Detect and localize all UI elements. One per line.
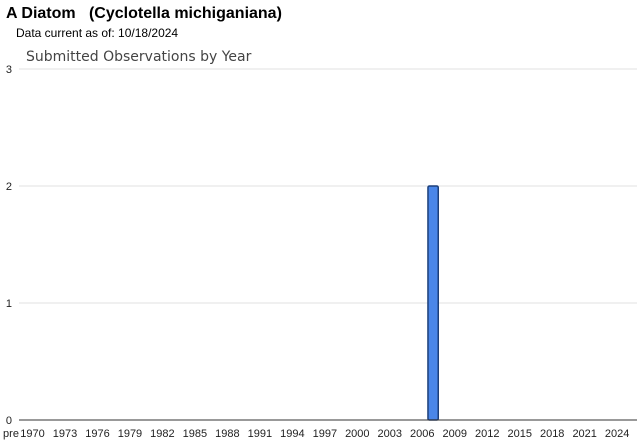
- x-tick-label: 2000: [345, 428, 369, 440]
- chart-title: Submitted Observations by Year: [26, 49, 252, 65]
- x-tick-label: 2006: [410, 428, 434, 440]
- x-tick-label: 1982: [150, 428, 174, 440]
- x-tick-label: 1985: [183, 428, 207, 440]
- x-tick-label: 2003: [378, 428, 402, 440]
- x-tick-label: 2009: [443, 428, 467, 440]
- y-axis-ticks: 0 1 2 3: [6, 64, 12, 427]
- x-tick-label: 1988: [215, 428, 239, 440]
- x-tick-label: 1979: [118, 428, 142, 440]
- x-tick-label: 1973: [53, 428, 77, 440]
- y-tick-label: 3: [6, 64, 12, 76]
- grid-lines: [19, 68, 637, 304]
- y-tick-label: 0: [6, 415, 12, 427]
- x-tick-label: 2021: [572, 428, 596, 440]
- x-tick-label: 2018: [540, 428, 564, 440]
- x-tick-label: 2015: [507, 428, 531, 440]
- x-tick-label: 2012: [475, 428, 499, 440]
- x-tick-label: 1970: [20, 428, 44, 440]
- bar-2007[interactable]: [427, 185, 440, 421]
- x-tick-label: 1976: [85, 428, 109, 440]
- x-axis-ticks: pre 1970 1973 1976 1979 1982 1985 1988 1991 1994 1…: [3, 428, 629, 440]
- page-title: A Diatom (Cyclotella michiganiana): [6, 5, 282, 22]
- data-current-text: Data current as of: 10/18/2024: [16, 26, 179, 40]
- x-tick-label: 2024: [605, 428, 629, 440]
- x-tick-label: 1994: [280, 428, 304, 440]
- bars: [427, 185, 440, 421]
- y-tick-label: 2: [6, 181, 12, 193]
- x-tick-label: pre: [3, 428, 19, 440]
- x-tick-label: 1997: [313, 428, 337, 440]
- x-tick-label: 1991: [248, 428, 272, 440]
- y-tick-label: 1: [6, 298, 12, 310]
